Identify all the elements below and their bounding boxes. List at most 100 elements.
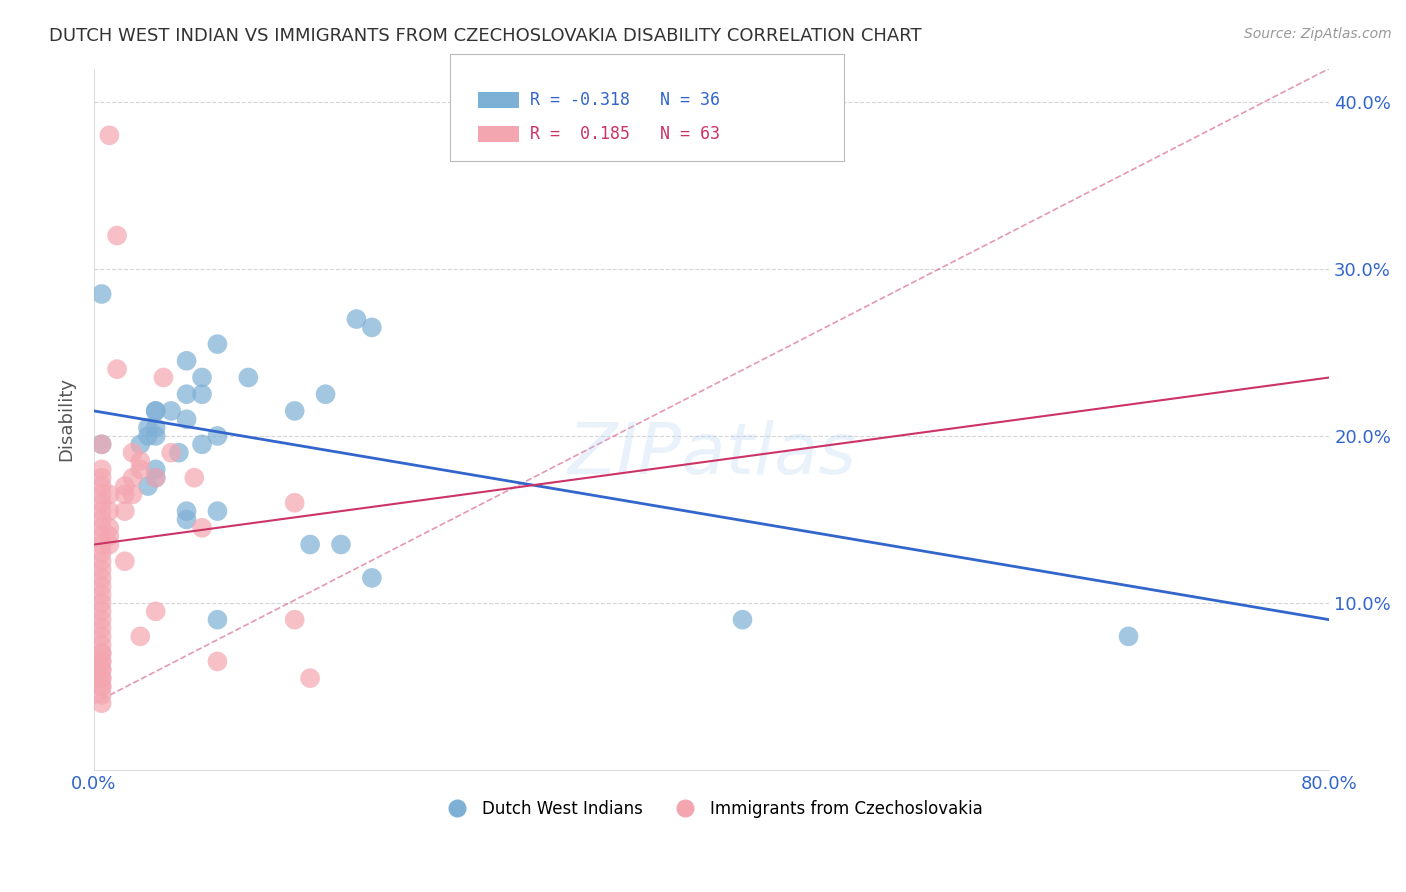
Point: [284, 613, 307, 627]
Point: [145, 429, 167, 443]
Point: [98, 487, 121, 501]
Point: [176, 412, 198, 426]
Point: [160, 404, 183, 418]
Point: [299, 537, 322, 551]
Point: [90, 646, 112, 660]
Point: [90, 471, 112, 485]
Point: [330, 537, 353, 551]
Point: [90, 646, 112, 660]
Point: [90, 629, 112, 643]
Point: [90, 688, 112, 702]
Point: [238, 370, 260, 384]
Point: [90, 671, 112, 685]
Point: [315, 387, 337, 401]
Point: [90, 596, 112, 610]
Point: [129, 454, 152, 468]
Point: [160, 445, 183, 459]
Legend: Dutch West Indians, Immigrants from Czechoslovakia: Dutch West Indians, Immigrants from Czec…: [434, 794, 990, 825]
Point: [346, 312, 368, 326]
Point: [152, 370, 174, 384]
Point: [136, 429, 159, 443]
Point: [90, 680, 112, 694]
Point: [90, 521, 112, 535]
Point: [90, 287, 112, 301]
Point: [145, 604, 167, 618]
Point: [121, 445, 143, 459]
Text: R = -0.318   N = 36: R = -0.318 N = 36: [530, 91, 720, 109]
Point: [90, 638, 112, 652]
Point: [90, 655, 112, 669]
Point: [167, 445, 190, 459]
Point: [90, 487, 112, 501]
Point: [145, 471, 167, 485]
Point: [145, 462, 167, 476]
Point: [145, 420, 167, 434]
Point: [90, 437, 112, 451]
Point: [98, 537, 121, 551]
Point: [105, 362, 128, 376]
Point: [90, 496, 112, 510]
Point: [207, 613, 229, 627]
Point: [360, 320, 382, 334]
Point: [360, 571, 382, 585]
Y-axis label: Disability: Disability: [58, 377, 75, 461]
Point: [129, 437, 152, 451]
Point: [90, 621, 112, 635]
Point: [90, 663, 112, 677]
Point: [90, 512, 112, 526]
Point: [90, 588, 112, 602]
Point: [129, 462, 152, 476]
Point: [145, 404, 167, 418]
Point: [207, 429, 229, 443]
Point: [207, 504, 229, 518]
Point: [191, 521, 214, 535]
Point: [90, 696, 112, 710]
Point: [114, 479, 136, 493]
Point: [191, 387, 214, 401]
Point: [90, 479, 112, 493]
Point: [176, 387, 198, 401]
Point: [299, 671, 322, 685]
Point: [183, 471, 205, 485]
Point: [90, 504, 112, 518]
Point: [90, 437, 112, 451]
Point: [121, 487, 143, 501]
Point: [98, 504, 121, 518]
Point: [90, 537, 112, 551]
Point: [207, 655, 229, 669]
Point: [731, 613, 754, 627]
Point: [90, 546, 112, 560]
Point: [121, 471, 143, 485]
Point: [98, 529, 121, 543]
Point: [114, 554, 136, 568]
Point: [114, 504, 136, 518]
Point: [90, 613, 112, 627]
Point: [136, 420, 159, 434]
Point: [90, 663, 112, 677]
Point: [114, 487, 136, 501]
Point: [191, 370, 214, 384]
Point: [98, 128, 121, 143]
Point: [90, 671, 112, 685]
Point: [90, 571, 112, 585]
Point: [191, 437, 214, 451]
Point: [90, 563, 112, 577]
Text: R =  0.185   N = 63: R = 0.185 N = 63: [530, 125, 720, 143]
Point: [176, 512, 198, 526]
Point: [98, 521, 121, 535]
Point: [90, 462, 112, 476]
Point: [176, 504, 198, 518]
Text: ZIPatlas: ZIPatlas: [567, 420, 856, 489]
Point: [176, 353, 198, 368]
Point: [1118, 629, 1140, 643]
Text: Source: ZipAtlas.com: Source: ZipAtlas.com: [1244, 27, 1392, 41]
Point: [284, 496, 307, 510]
Point: [90, 604, 112, 618]
Point: [129, 629, 152, 643]
Point: [145, 471, 167, 485]
Text: DUTCH WEST INDIAN VS IMMIGRANTS FROM CZECHOSLOVAKIA DISABILITY CORRELATION CHART: DUTCH WEST INDIAN VS IMMIGRANTS FROM CZE…: [49, 27, 922, 45]
Point: [207, 337, 229, 351]
Point: [90, 554, 112, 568]
Point: [145, 404, 167, 418]
Point: [136, 479, 159, 493]
